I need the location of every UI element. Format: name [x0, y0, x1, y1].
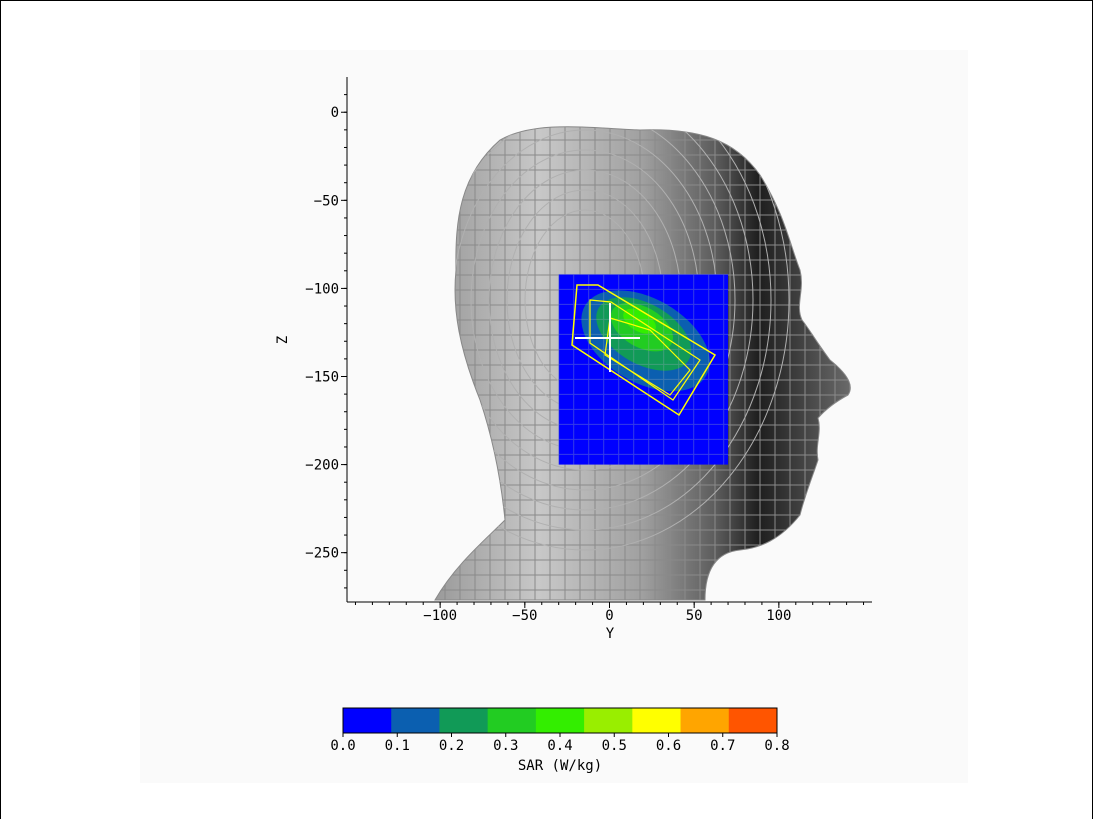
- colorbar-tick-label: 0.7: [710, 738, 735, 754]
- sar-distribution: [558, 273, 729, 465]
- x-tick-label: −100: [423, 608, 457, 624]
- colorbar-swatch: [680, 708, 730, 733]
- mesh-contour: [435, 126, 790, 551]
- x-axis-label: Y: [606, 626, 615, 642]
- x-tick-label: −50: [512, 608, 537, 624]
- colorbar-swatch: [632, 708, 682, 733]
- sar-hotspot: [581, 290, 710, 392]
- phone-outline: [571, 284, 717, 417]
- x-tick-label: 50: [686, 608, 703, 624]
- colorbar-swatch: [343, 708, 392, 733]
- y-tick-label: −100: [305, 281, 339, 297]
- y-tick-label: −200: [305, 458, 339, 474]
- colorbar-tick-label: 0.1: [385, 738, 410, 754]
- colorbar-swatch: [391, 708, 440, 733]
- x-tick-label: 100: [766, 608, 791, 624]
- phone-inner-outline: [589, 299, 701, 401]
- y-tick-label: −150: [305, 369, 339, 385]
- phone-antenna-outline: [604, 317, 691, 396]
- colorbar-swatch: [439, 708, 489, 733]
- colorbar-tick-label: 0.3: [493, 738, 518, 754]
- colorbar-tick-label: 0.0: [330, 738, 355, 754]
- colorbar-tick-label: 0.8: [764, 738, 789, 754]
- phone-body-outline: [571, 284, 717, 417]
- colorbar-tick-label: 0.6: [656, 738, 681, 754]
- y-tick-label: 0: [331, 105, 339, 121]
- colorbar-label: SAR (W/kg): [518, 758, 602, 774]
- sar-mesh: [558, 273, 729, 465]
- colorbar-swatch: [535, 708, 585, 733]
- colorbar-swatch: [584, 708, 633, 733]
- x-tick-label: 0: [605, 608, 613, 624]
- mesh-contour: [435, 126, 754, 511]
- colorbar-tick-label: 0.5: [602, 738, 627, 754]
- y-axis-label: Z: [275, 336, 291, 344]
- colorbar: 0.0 0.1 0.2 0.3 0.4 0.5 0.6 0.7 0.8 SAR (W/kg): [330, 707, 790, 774]
- colorbar-swatch: [487, 708, 537, 733]
- y-tick-label: −50: [314, 193, 339, 209]
- mesh-contour: [435, 126, 772, 531]
- colorbar-tick-label: 0.4: [547, 738, 572, 754]
- colorbar-tick-label: 0.2: [439, 738, 464, 754]
- y-tick-label: −250: [305, 546, 339, 562]
- colorbar-swatch: [728, 708, 778, 733]
- mesh-contour: [435, 126, 736, 491]
- axes: −100 −50 0 50 100 0 −50 −100 −150 −200 −250 Y Z: [275, 77, 872, 642]
